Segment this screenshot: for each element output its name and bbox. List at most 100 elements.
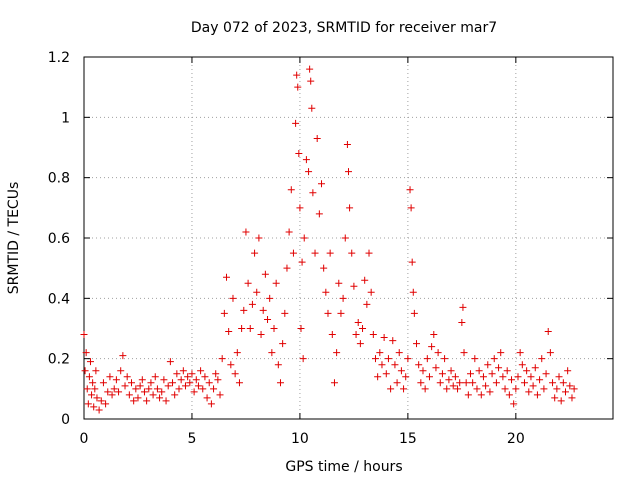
data-point — [508, 376, 516, 384]
data-point — [181, 382, 189, 390]
data-point — [104, 388, 112, 396]
data-point — [343, 140, 351, 148]
data-point — [192, 376, 200, 384]
data-point — [92, 367, 100, 375]
data-point — [326, 249, 334, 257]
data-point — [320, 264, 328, 272]
data-point — [83, 385, 91, 393]
data-point — [177, 376, 185, 384]
data-point — [356, 340, 364, 348]
data-point — [308, 104, 316, 112]
data-point — [238, 325, 246, 332]
data-point — [430, 331, 438, 339]
data-point — [82, 349, 90, 357]
data-point — [279, 340, 287, 348]
data-point — [428, 343, 436, 351]
data-point — [395, 349, 403, 357]
data-point — [335, 279, 343, 287]
data-point — [190, 388, 198, 396]
data-point — [382, 370, 390, 378]
data-point — [475, 367, 483, 375]
data-point — [216, 391, 224, 399]
data-point — [99, 379, 107, 387]
data-point — [97, 397, 105, 405]
data-point — [384, 355, 392, 363]
y-tick-label: 0.2 — [48, 352, 70, 368]
data-point — [287, 186, 295, 194]
data-point — [479, 373, 487, 381]
data-point — [482, 382, 490, 390]
y-tick-label: 1 — [61, 110, 70, 126]
data-point — [400, 385, 408, 393]
data-point — [337, 309, 345, 317]
data-point — [136, 382, 144, 390]
data-point — [540, 385, 548, 393]
y-tick-label: 1.2 — [48, 50, 70, 66]
data-point — [330, 379, 338, 387]
data-point — [527, 373, 535, 381]
data-point — [514, 373, 522, 381]
data-point — [371, 355, 379, 363]
data-point — [186, 379, 194, 387]
data-point — [449, 382, 457, 390]
data-point — [438, 370, 446, 378]
data-point — [458, 318, 466, 326]
data-point — [441, 355, 449, 363]
data-point — [561, 388, 569, 396]
data-point — [501, 385, 509, 393]
y-tick-label: 0.8 — [48, 171, 70, 187]
data-point — [503, 367, 511, 375]
data-point — [259, 306, 267, 314]
data-point — [305, 168, 313, 176]
data-point — [253, 288, 261, 296]
data-point — [110, 385, 118, 393]
data-point — [490, 355, 498, 363]
data-point — [240, 306, 248, 314]
data-point — [84, 400, 92, 408]
data-point — [112, 376, 120, 384]
data-point — [488, 370, 496, 378]
data-point — [255, 234, 263, 242]
data-point — [166, 358, 174, 366]
data-point — [242, 228, 250, 236]
data-point — [536, 376, 544, 384]
data-point — [466, 370, 474, 378]
data-point — [497, 349, 505, 357]
data-point — [516, 349, 524, 357]
data-point — [328, 331, 336, 339]
data-point — [365, 249, 373, 257]
data-point — [164, 382, 172, 390]
data-point — [125, 391, 133, 399]
data-point — [350, 282, 358, 290]
data-point — [295, 150, 303, 158]
data-point — [380, 334, 388, 342]
data-point — [443, 385, 451, 393]
data-point — [251, 249, 259, 257]
data-point — [484, 361, 492, 369]
data-point — [199, 385, 207, 393]
data-point — [454, 385, 462, 393]
data-point — [272, 279, 280, 287]
data-point — [486, 388, 494, 396]
data-point — [553, 385, 561, 393]
data-point — [436, 379, 444, 387]
data-point — [91, 385, 99, 393]
x-tick-label: 0 — [80, 431, 89, 447]
data-point — [201, 373, 209, 381]
data-point — [233, 349, 241, 357]
data-point — [281, 309, 289, 317]
data-point — [518, 361, 526, 369]
data-point — [525, 388, 533, 396]
data-points — [80, 65, 578, 414]
data-point — [143, 397, 151, 405]
data-point — [318, 180, 326, 188]
data-point — [261, 270, 269, 278]
data-point — [413, 340, 421, 348]
data-point — [406, 186, 414, 194]
data-point — [456, 379, 464, 387]
data-point — [354, 318, 362, 326]
data-point — [471, 355, 479, 363]
data-point — [106, 373, 114, 381]
data-point — [246, 325, 254, 332]
data-point — [145, 385, 153, 393]
